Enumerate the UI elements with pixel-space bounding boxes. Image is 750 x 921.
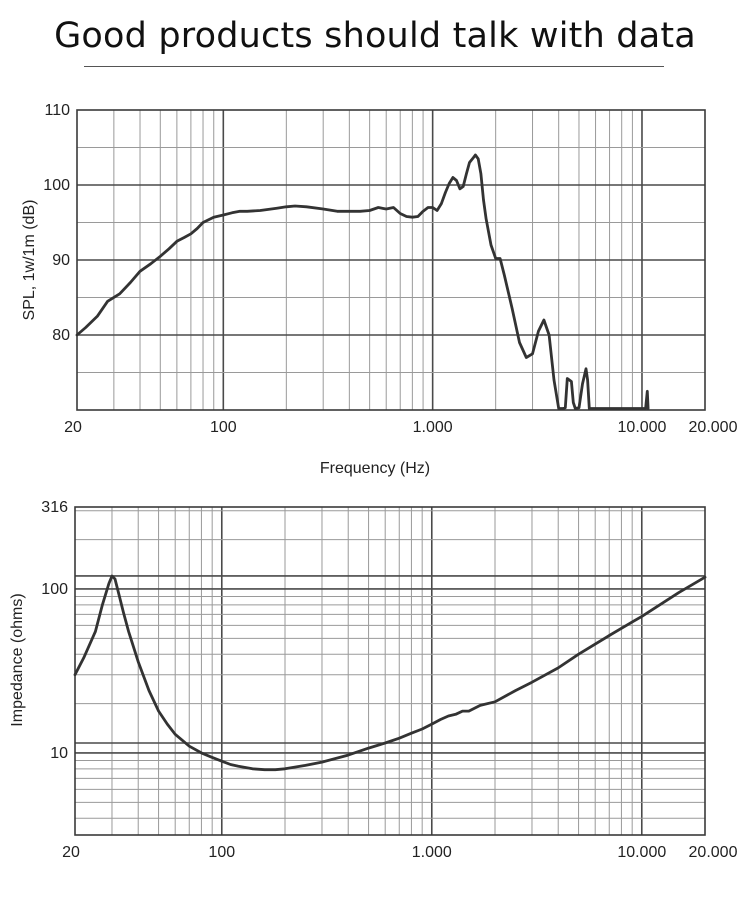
x-tick-label: 20 (64, 419, 82, 436)
y-tick-label: 100 (43, 177, 70, 194)
x-tick-label: 20.000 (689, 419, 738, 436)
x-tick-label: 20 (62, 844, 80, 861)
impedance-chart: 20 100 1.000 10.000 20.000 10 100 316 Impedance … (9, 499, 738, 861)
x-tick-label: 10.000 (618, 419, 667, 436)
spl-frequency-chart: 20 100 1.000 10.000 20.000 80 90 100 110 Frequenc… (21, 102, 738, 477)
y-axis-title: Impedance (ohms) (9, 593, 26, 726)
y-axis-title: SPL, 1w/1m (dB) (21, 200, 38, 321)
y-tick-label: 90 (52, 252, 70, 269)
x-tick-label: 100 (208, 844, 235, 861)
y-tick-label: 316 (41, 499, 68, 516)
plot-frame (74, 506, 706, 836)
y-tick-label: 80 (52, 327, 70, 344)
grid (75, 507, 705, 835)
grid (77, 110, 705, 410)
x-tick-label: 1.000 (413, 419, 453, 436)
y-tick-label: 10 (50, 745, 68, 762)
data-series-line (75, 153, 650, 410)
data-series-line (73, 574, 707, 772)
y-tick-label: 110 (44, 102, 70, 119)
x-tick-label: 20.000 (689, 844, 738, 861)
y-tick-label: 100 (41, 581, 68, 598)
x-tick-label: 10.000 (617, 844, 666, 861)
x-axis-title: Frequency (Hz) (320, 460, 430, 477)
headline-underline (84, 66, 664, 67)
plot-frame (76, 109, 706, 411)
page-headline: Good products should talk with data (54, 16, 696, 56)
x-tick-label: 100 (210, 419, 237, 436)
x-tick-label: 1.000 (412, 844, 452, 861)
